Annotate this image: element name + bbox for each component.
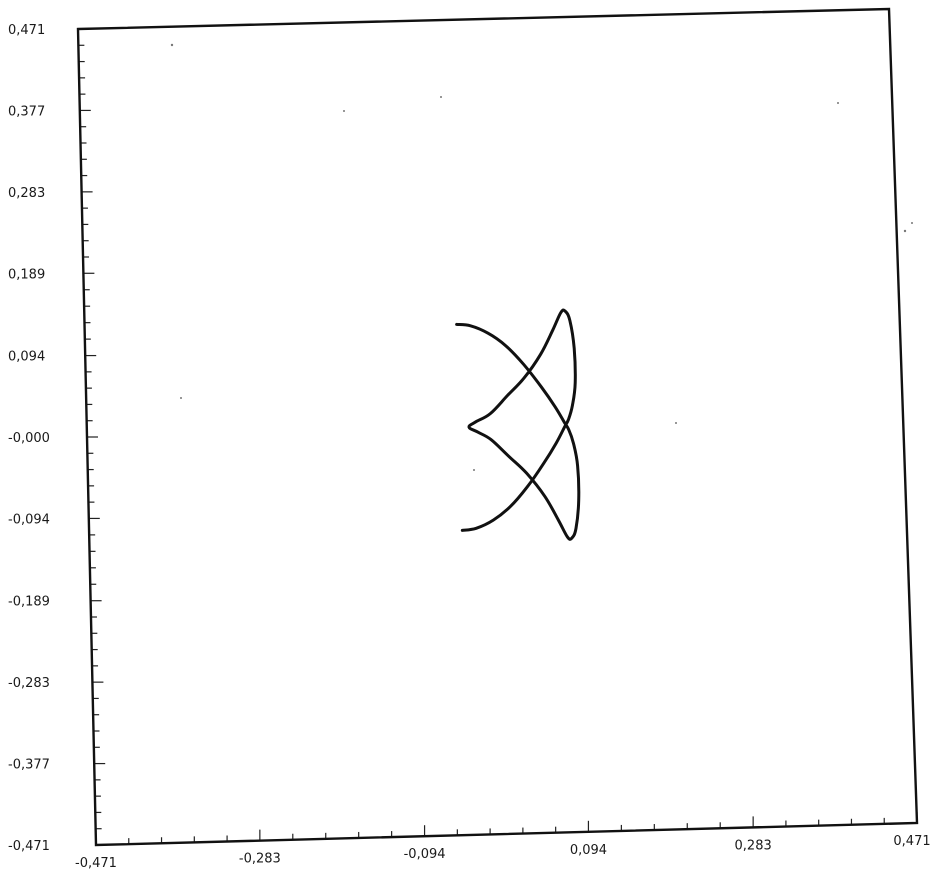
series-line — [455, 308, 581, 541]
x-tick-label: -0,094 — [404, 847, 446, 862]
y-tick-label: -0,471 — [8, 839, 50, 854]
x-tick-label: 0,094 — [570, 843, 607, 858]
minor-ticks — [78, 44, 885, 845]
x-axis-tick-labels: -0,471 -0,283 -0,094 0,094 0,283 0,471 — [75, 834, 931, 871]
y-tick-label: -0,094 — [8, 512, 50, 527]
y-tick-label: -0,189 — [8, 595, 50, 610]
x-tick-label: -0,283 — [239, 852, 281, 867]
y-tick-label: 0,189 — [8, 267, 45, 282]
x-tick-label: 0,471 — [893, 834, 930, 849]
major-ticks — [78, 28, 918, 846]
scan-noise — [170, 43, 913, 471]
y-tick-label: 0,094 — [8, 350, 45, 365]
y-tick-label: -0,377 — [8, 758, 50, 773]
plot-frame — [76, 7, 919, 847]
x-tick-label: 0,283 — [735, 838, 772, 853]
y-tick-label: 0,471 — [8, 23, 45, 38]
y-tick-label: 0,377 — [8, 104, 45, 119]
y-tick-label: -0,283 — [8, 676, 50, 691]
y-tick-label: 0,283 — [8, 186, 45, 201]
y-axis-tick-labels: 0,471 0,377 0,283 0,189 0,094 -0,000 -0,094 -0,… — [8, 23, 50, 854]
y-tick-label: -0,000 — [8, 431, 50, 446]
x-tick-label: -0,471 — [75, 856, 117, 871]
